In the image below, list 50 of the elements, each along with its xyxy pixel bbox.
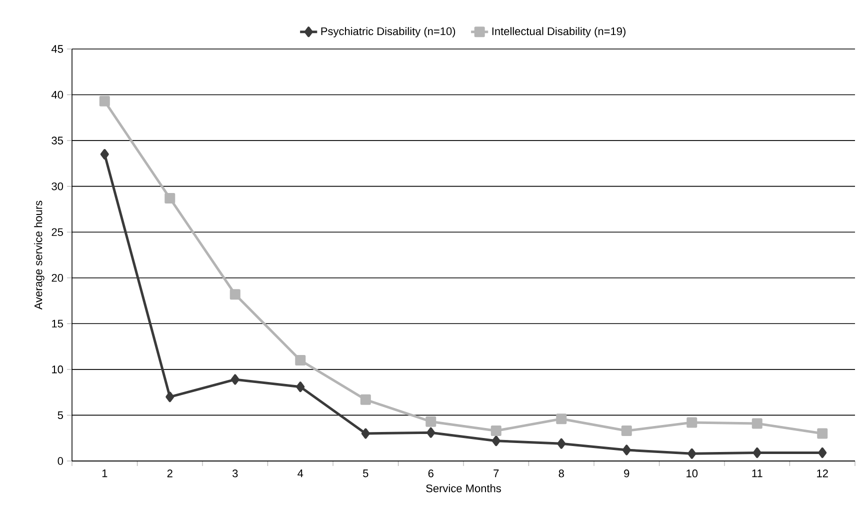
y-tick-label: 0 — [58, 457, 64, 465]
x-tick-label: 11 — [752, 470, 762, 478]
point — [230, 289, 240, 300]
y-tick-label: 45 — [51, 45, 64, 53]
point — [164, 192, 176, 204]
x-tick-label: 3 — [232, 470, 238, 478]
x-tick-label: 8 — [558, 470, 564, 478]
point — [818, 447, 827, 458]
x-tick-label: 1 — [102, 470, 108, 478]
y-axis-title: Average service hours — [34, 200, 44, 310]
point — [492, 436, 500, 446]
point — [557, 438, 566, 449]
x-tick-label: 7 — [494, 470, 499, 478]
legend-label: Psychiatric Disability (n=10) — [321, 27, 456, 38]
point — [99, 96, 110, 106]
y-tick-label: 10 — [52, 366, 64, 374]
y-tick-label: 40 — [51, 90, 64, 99]
point — [556, 414, 567, 424]
point — [166, 392, 174, 402]
x-tick-label: 10 — [686, 470, 698, 478]
x-tick-label: 4 — [298, 470, 304, 478]
point — [752, 447, 762, 458]
y-tick-label: 35 — [52, 136, 64, 144]
point — [622, 444, 631, 456]
y-tick-label: 15 — [52, 320, 64, 328]
point — [817, 428, 828, 439]
x-tick-label: 6 — [428, 470, 434, 478]
point — [490, 426, 502, 436]
x-axis-title: Service Months — [426, 484, 501, 492]
point — [426, 416, 436, 427]
y-tick-label: 20 — [52, 274, 64, 282]
y-tick-label: 25 — [52, 228, 64, 236]
y-tick-label: 5 — [58, 411, 64, 420]
point — [686, 417, 698, 428]
point — [752, 418, 762, 429]
point — [688, 448, 696, 459]
point — [295, 355, 306, 366]
point — [426, 427, 436, 438]
point — [360, 394, 371, 405]
x-tick-label: 9 — [624, 470, 630, 478]
x-tick-label: 12 — [817, 470, 828, 478]
x-tick-label: 5 — [363, 470, 368, 478]
point — [100, 149, 109, 160]
x-tick-label: 2 — [167, 470, 172, 478]
point — [621, 426, 632, 436]
y-tick-label: 30 — [52, 182, 64, 190]
point — [296, 382, 305, 392]
legend-label: Intellectual Disability (n=19) — [492, 27, 626, 38]
point — [230, 374, 240, 385]
point — [361, 428, 370, 439]
